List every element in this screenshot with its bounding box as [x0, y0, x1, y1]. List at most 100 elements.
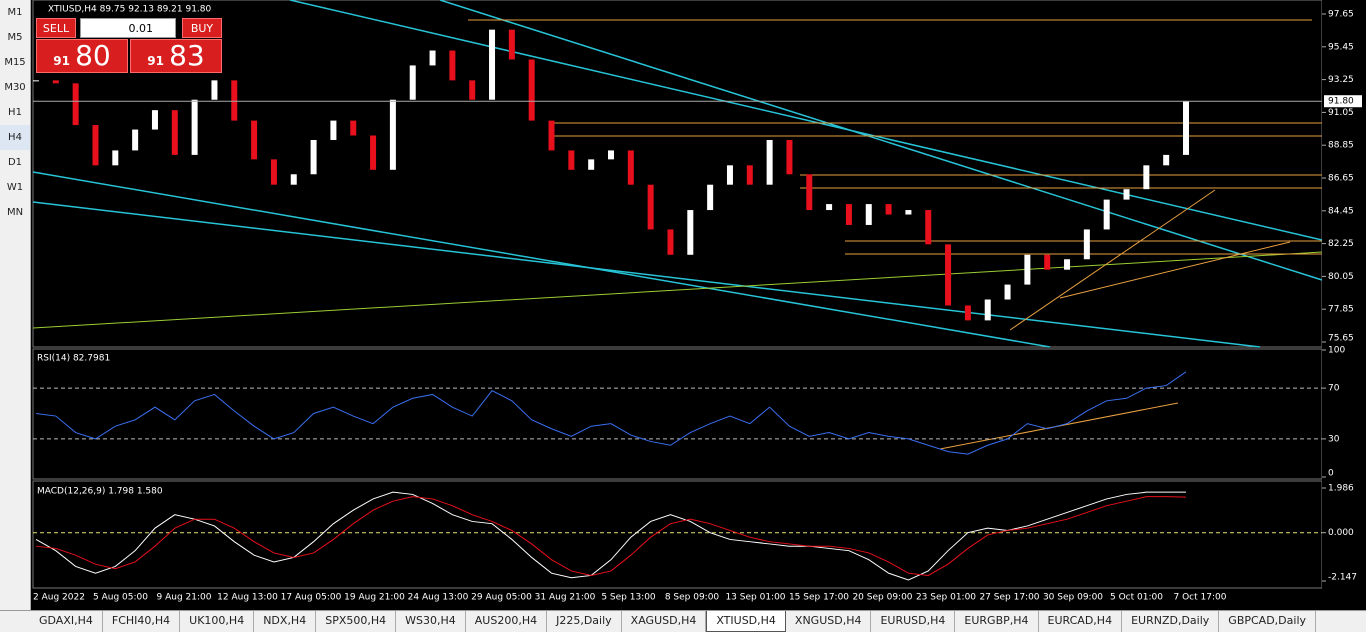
- candle: [984, 299, 991, 321]
- sell-price[interactable]: 91 80: [36, 39, 128, 73]
- candle: [350, 120, 357, 136]
- candle: [1044, 254, 1051, 270]
- candle: [211, 80, 218, 100]
- candle: [1064, 259, 1071, 270]
- candle: [132, 129, 139, 151]
- candle: [112, 150, 119, 166]
- timeframe[interactable]: M5: [7, 32, 23, 43]
- y-tick-label: 86.65: [1328, 174, 1354, 184]
- candle: [568, 150, 575, 170]
- y-tick-label: 84.45: [1328, 206, 1354, 216]
- candle: [627, 150, 634, 185]
- candle: [667, 229, 674, 255]
- y-tick-label: 30: [1328, 434, 1340, 444]
- candle: [746, 165, 753, 185]
- symbol-tab[interactable]: GBPCAD,Daily: [1219, 611, 1317, 632]
- x-tick-label: 19 Aug 21:00: [344, 593, 405, 603]
- candle: [330, 120, 337, 140]
- candle: [1123, 189, 1130, 200]
- candle: [845, 204, 852, 225]
- symbol-tab[interactable]: EURUSD,H4: [871, 611, 956, 632]
- x-tick-label: 29 Aug 05:00: [471, 593, 532, 603]
- rsi-panel: [32, 348, 1323, 480]
- candle: [588, 159, 595, 170]
- candle: [608, 150, 614, 160]
- candle: [826, 204, 833, 211]
- candle: [1143, 165, 1150, 190]
- candle: [1183, 101, 1189, 155]
- timeframe[interactable]: H1: [8, 107, 22, 118]
- sell-prefix: 91: [53, 54, 70, 68]
- candle: [389, 99, 396, 170]
- sell-big: 80: [75, 39, 111, 72]
- candle: [310, 139, 317, 175]
- symbol-tab[interactable]: XNGUSD,H4: [786, 611, 872, 632]
- sell-button[interactable]: SELL: [36, 18, 76, 38]
- candle: [647, 184, 654, 230]
- timeframe[interactable]: M15: [4, 57, 26, 68]
- x-tick-label: 12 Aug 13:00: [217, 593, 278, 603]
- candle: [687, 210, 694, 255]
- x-tick-label: 5 Aug 05:00: [93, 593, 148, 603]
- symbol-tab[interactable]: AUS200,H4: [466, 611, 548, 632]
- buy-price[interactable]: 91 83: [130, 39, 222, 73]
- candle: [1004, 284, 1011, 300]
- candle: [726, 165, 733, 185]
- symbol-tab[interactable]: EURGBP,H4: [955, 611, 1039, 632]
- price-panel: [32, 0, 1323, 348]
- timeframe[interactable]: M1: [7, 7, 23, 18]
- candle: [528, 59, 535, 121]
- rsi-title: RSI(14) 82.7981: [37, 354, 110, 364]
- timeframe[interactable]: D1: [7, 157, 23, 168]
- axis-bg: [1322, 0, 1366, 610]
- candle: [964, 305, 971, 321]
- candle: [72, 83, 79, 126]
- x-tick-label: 7 Oct 17:00: [1174, 593, 1227, 603]
- x-tick-label: 24 Aug 13:00: [408, 593, 469, 603]
- candle: [290, 174, 297, 185]
- candle: [1163, 154, 1170, 166]
- chart-area: XTIUSD,H4 89.75 92.13 89.21 91.80 RSI(14…: [32, 0, 1366, 610]
- symbol-tab[interactable]: WS30,H4: [396, 611, 466, 632]
- candle: [33, 80, 39, 82]
- symbol-tab[interactable]: GDAXI,H4: [30, 611, 103, 632]
- timeframe[interactable]: MN: [6, 207, 24, 218]
- symbol-tab[interactable]: FCHI40,H4: [103, 611, 181, 632]
- buy-button[interactable]: BUY: [182, 18, 222, 38]
- timeframe[interactable]: H4: [0, 125, 30, 150]
- timeframe[interactable]: W1: [6, 182, 24, 193]
- candle: [231, 80, 238, 121]
- candle: [449, 50, 456, 81]
- price-tag-label: 91.80: [1328, 97, 1354, 107]
- x-tick-label: 13 Sep 01:00: [725, 593, 785, 603]
- series-line: [35, 371, 1187, 455]
- symbol-tab[interactable]: XAGUSD,H4: [622, 611, 707, 632]
- candle: [905, 210, 912, 215]
- macd-title: MACD(12,26,9) 1.798 1.580: [37, 487, 163, 497]
- symbol-tab[interactable]: UK100,H4: [180, 611, 255, 632]
- y-tick-label: 97.65: [1328, 10, 1354, 20]
- x-tick-label: 5 Sep 13:00: [601, 593, 656, 603]
- drawings: [32, 0, 1323, 450]
- candle: [370, 135, 377, 170]
- symbol-tab[interactable]: EURCAD,H4: [1039, 611, 1123, 632]
- symbol-tab[interactable]: XTIUSD,H4: [706, 611, 786, 632]
- candle: [925, 210, 932, 245]
- candle: [548, 120, 555, 151]
- symbol-tabs: GDAXI,H4 FCHI40,H4 UK100,H4 NDX,H4 SPX500,H4…: [0, 610, 1366, 632]
- symbol-tab[interactable]: J225,Daily: [547, 611, 622, 632]
- price-title: XTIUSD,H4 89.75 92.13 89.21 91.80: [48, 5, 212, 15]
- symbol-tab[interactable]: EURNZD,Daily: [1122, 611, 1220, 632]
- lot-input[interactable]: 0.01: [80, 18, 176, 38]
- y-tick-label: -2.147: [1328, 573, 1357, 583]
- candle: [171, 110, 178, 155]
- buy-big: 83: [169, 39, 205, 72]
- x-tick-label: 2 Aug 2022: [33, 593, 85, 603]
- timeframe[interactable]: M30: [4, 82, 26, 93]
- y-tick-label: 0.000: [1328, 528, 1354, 538]
- symbol-tab[interactable]: NDX,H4: [254, 611, 317, 632]
- symbol-tab[interactable]: SPX500,H4: [316, 611, 397, 632]
- y-tick-label: 88.85: [1328, 141, 1354, 151]
- candle: [270, 159, 277, 185]
